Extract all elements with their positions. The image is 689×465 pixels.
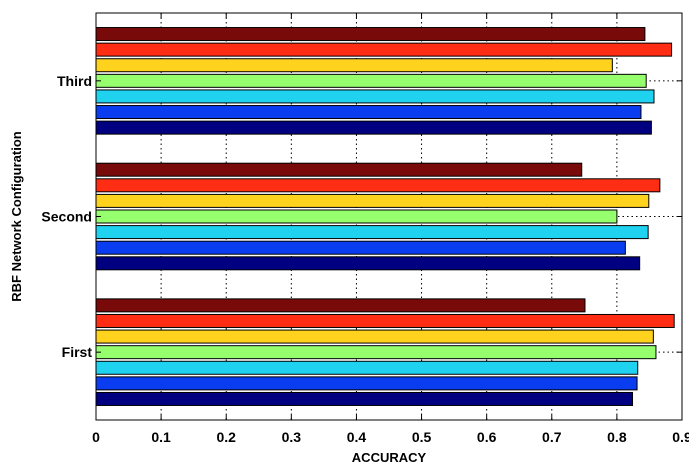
x-tick-label: 0.3 [282, 429, 302, 445]
y-axis-label: RBF Network Configuration [9, 131, 24, 301]
bar-third-6 [96, 43, 672, 56]
bar-third-2 [96, 106, 641, 119]
x-tick-label: 0.4 [347, 429, 367, 445]
bar-third-4 [96, 74, 646, 87]
bar-second-4 [96, 210, 617, 223]
x-tick-label: 0.5 [412, 429, 432, 445]
bar-first-7 [96, 299, 585, 312]
bar-second-3 [96, 226, 648, 239]
bar-first-2 [96, 377, 637, 390]
bar-second-2 [96, 241, 625, 254]
bar-third-5 [96, 59, 612, 72]
y-tick-label: Third [57, 73, 92, 89]
bar-first-6 [96, 314, 674, 327]
bar-second-7 [96, 163, 582, 176]
bar-first-3 [96, 361, 638, 374]
y-tick-label: Second [41, 209, 92, 225]
y-tick-label: First [62, 344, 93, 360]
bar-first-1 [96, 392, 633, 405]
x-tick-label: 0.6 [477, 429, 497, 445]
bar-first-5 [96, 330, 653, 343]
bars [96, 28, 674, 406]
x-tick-label: 0.8 [607, 429, 627, 445]
x-tick-label: 0 [92, 429, 100, 445]
bar-second-1 [96, 257, 640, 270]
bar-first-4 [96, 346, 656, 359]
bar-second-5 [96, 194, 649, 207]
x-tick-label: 0.1 [151, 429, 171, 445]
bar-third-3 [96, 90, 654, 103]
x-axis-label: ACCURACY [352, 450, 427, 465]
x-tick-label: 0.7 [542, 429, 562, 445]
bar-second-6 [96, 179, 660, 192]
x-tick-label: 0.2 [216, 429, 236, 445]
x-tick-label: 0.9 [672, 429, 689, 445]
bar-third-7 [96, 28, 645, 41]
bar-third-1 [96, 121, 651, 134]
